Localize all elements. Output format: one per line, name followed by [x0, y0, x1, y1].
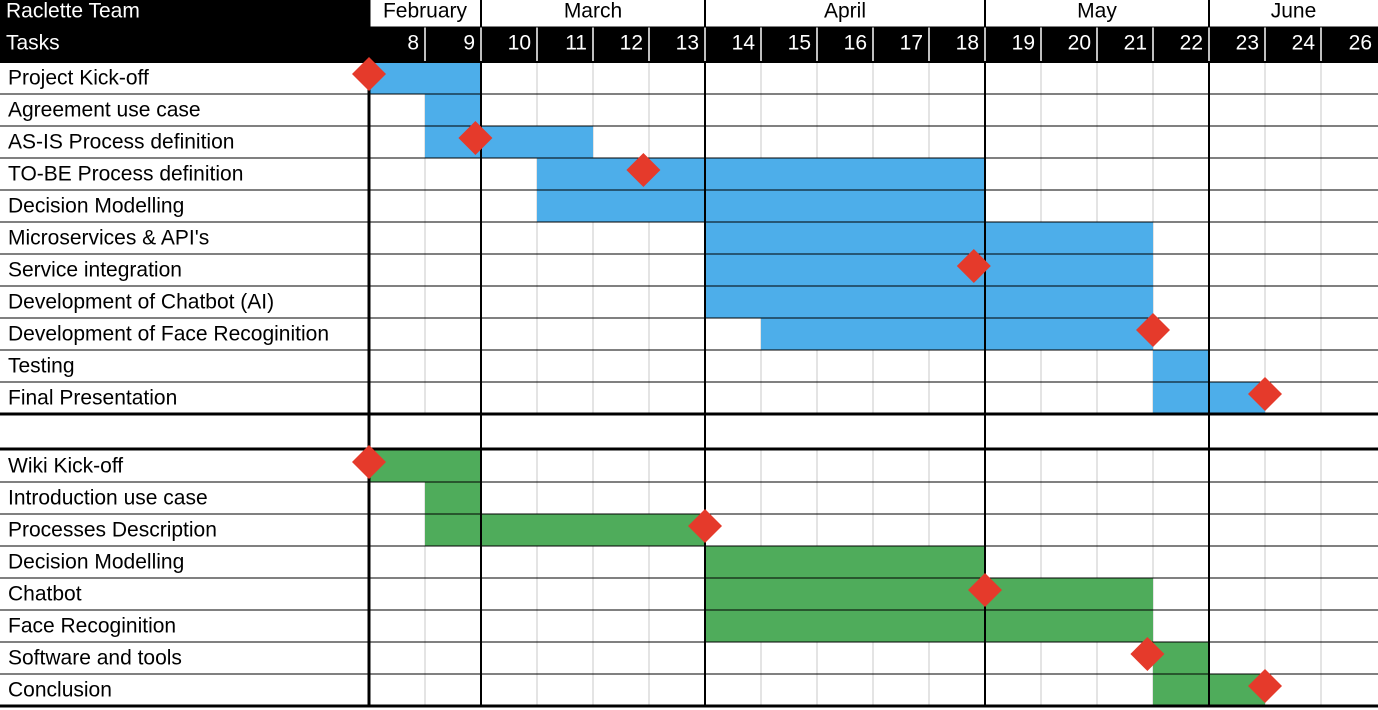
- week-label: 24: [1292, 32, 1316, 55]
- task-label: Decision Modelling: [8, 551, 184, 574]
- milestone-diamond: [968, 573, 1002, 607]
- milestone-diamond: [688, 509, 722, 543]
- milestone-diamond: [458, 121, 493, 155]
- week-label: 10: [508, 32, 531, 55]
- project-task-bar: [705, 222, 1153, 254]
- week-label: 16: [844, 32, 867, 55]
- week-label: 14: [732, 32, 756, 55]
- task-label: Processes Description: [8, 519, 217, 542]
- week-label: 18: [956, 32, 979, 55]
- week-label: 19: [1012, 32, 1035, 55]
- week-label: 15: [788, 32, 811, 55]
- week-label: 20: [1068, 32, 1091, 55]
- project-task-bar: [425, 126, 593, 158]
- week-label: 21: [1124, 32, 1147, 55]
- month-label: May: [1077, 0, 1117, 23]
- project-task-bar: [537, 190, 985, 222]
- milestone-diamond: [1130, 637, 1165, 671]
- task-label: Introduction use case: [8, 487, 208, 510]
- month-label: February: [383, 0, 468, 23]
- task-label: Decision Modelling: [8, 195, 184, 218]
- milestone-diamond: [956, 249, 991, 283]
- month-label: June: [1271, 0, 1317, 23]
- task-label: TO-BE Process definition: [8, 163, 243, 186]
- task-label: Conclusion: [8, 679, 112, 702]
- title-cell-background: [0, 0, 369, 27]
- task-label: Development of Face Recoginition: [8, 323, 329, 346]
- milestone-diamond: [1248, 669, 1282, 703]
- task-label: Final Presentation: [8, 387, 177, 410]
- task-label: Face Recoginition: [8, 615, 176, 638]
- project-task-bar: [705, 286, 1153, 318]
- week-label: 23: [1236, 32, 1259, 55]
- task-label: Service integration: [8, 259, 182, 282]
- week-label: 22: [1180, 32, 1203, 55]
- milestone-diamond: [1248, 377, 1282, 411]
- project-task-bar: [761, 318, 1153, 350]
- week-label: 26: [1349, 32, 1372, 55]
- wiki-task-bar: [425, 514, 705, 546]
- task-label: Development of Chatbot (AI): [8, 291, 274, 314]
- wiki-task-bar: [369, 450, 481, 482]
- wiki-task-bar: [705, 610, 1153, 642]
- wiki-task-bar: [1153, 642, 1209, 674]
- month-label: March: [564, 0, 622, 23]
- wiki-task-bar: [705, 578, 1153, 610]
- project-task-bar: [369, 62, 481, 94]
- tasks-header: Tasks: [6, 32, 60, 55]
- milestone-diamond: [352, 57, 386, 91]
- project-task-bar: [425, 94, 481, 126]
- week-label: 13: [676, 32, 699, 55]
- project-task-bar: [537, 158, 985, 190]
- week-label: 12: [620, 32, 643, 55]
- task-label: Wiki Kick-off: [8, 455, 123, 478]
- task-label: Chatbot: [8, 583, 82, 606]
- task-label: Microservices & API's: [8, 227, 209, 250]
- chart-title: Raclette Team: [6, 0, 140, 23]
- week-header-background: [0, 27, 1378, 61]
- project-task-bar: [1153, 350, 1209, 382]
- milestone-diamond: [626, 153, 661, 187]
- week-label: 17: [900, 32, 923, 55]
- project-task-bar: [705, 254, 1153, 286]
- task-label: Testing: [8, 355, 75, 378]
- wiki-task-bar: [705, 546, 985, 578]
- week-label: 11: [565, 32, 587, 55]
- wiki-task-bar: [425, 482, 481, 514]
- task-label: Agreement use case: [8, 99, 201, 122]
- milestone-diamond: [352, 445, 386, 479]
- milestone-diamond: [1136, 313, 1170, 347]
- task-label: Project Kick-off: [8, 67, 149, 90]
- week-label: 8: [407, 32, 419, 55]
- week-label: 9: [463, 32, 475, 55]
- task-label: Software and tools: [8, 647, 182, 670]
- month-label: April: [824, 0, 866, 23]
- task-label: AS-IS Process definition: [8, 131, 234, 154]
